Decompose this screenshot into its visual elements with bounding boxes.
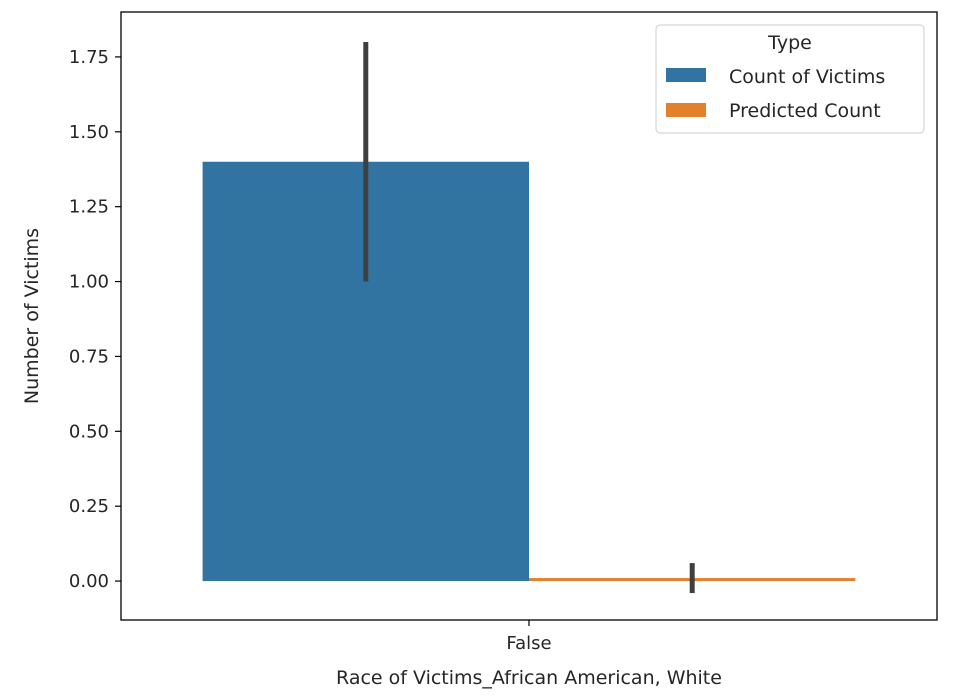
y-axis-label: Number of Victims	[21, 228, 43, 404]
x-axis-label: Race of Victims_African American, White	[336, 667, 722, 689]
legend-label-predicted-count: Predicted Count	[729, 100, 881, 122]
legend-swatch-predicted-count	[666, 103, 706, 117]
x-tick-label: False	[506, 633, 551, 654]
y-tick-label: 0.25	[69, 496, 109, 517]
y-tick-label: 1.75	[69, 47, 109, 68]
legend-label-count-of-victims: Count of Victims	[729, 66, 885, 88]
x-axis: False	[506, 620, 551, 654]
y-tick-label: 0.50	[69, 421, 109, 442]
y-tick-label: 1.00	[69, 272, 109, 293]
legend-swatch-count-of-victims	[666, 68, 706, 82]
y-axis: 0.00 0.25 0.50 0.75 1.00 1.25 1.50 1.75	[69, 47, 121, 592]
legend-title: Type	[767, 32, 812, 54]
legend: Type Count of Victims Predicted Count	[656, 25, 924, 133]
y-tick-label: 1.50	[69, 122, 109, 143]
y-tick-label: 1.25	[69, 197, 109, 218]
y-tick-label: 0.75	[69, 346, 109, 367]
y-tick-label: 0.00	[69, 571, 109, 592]
